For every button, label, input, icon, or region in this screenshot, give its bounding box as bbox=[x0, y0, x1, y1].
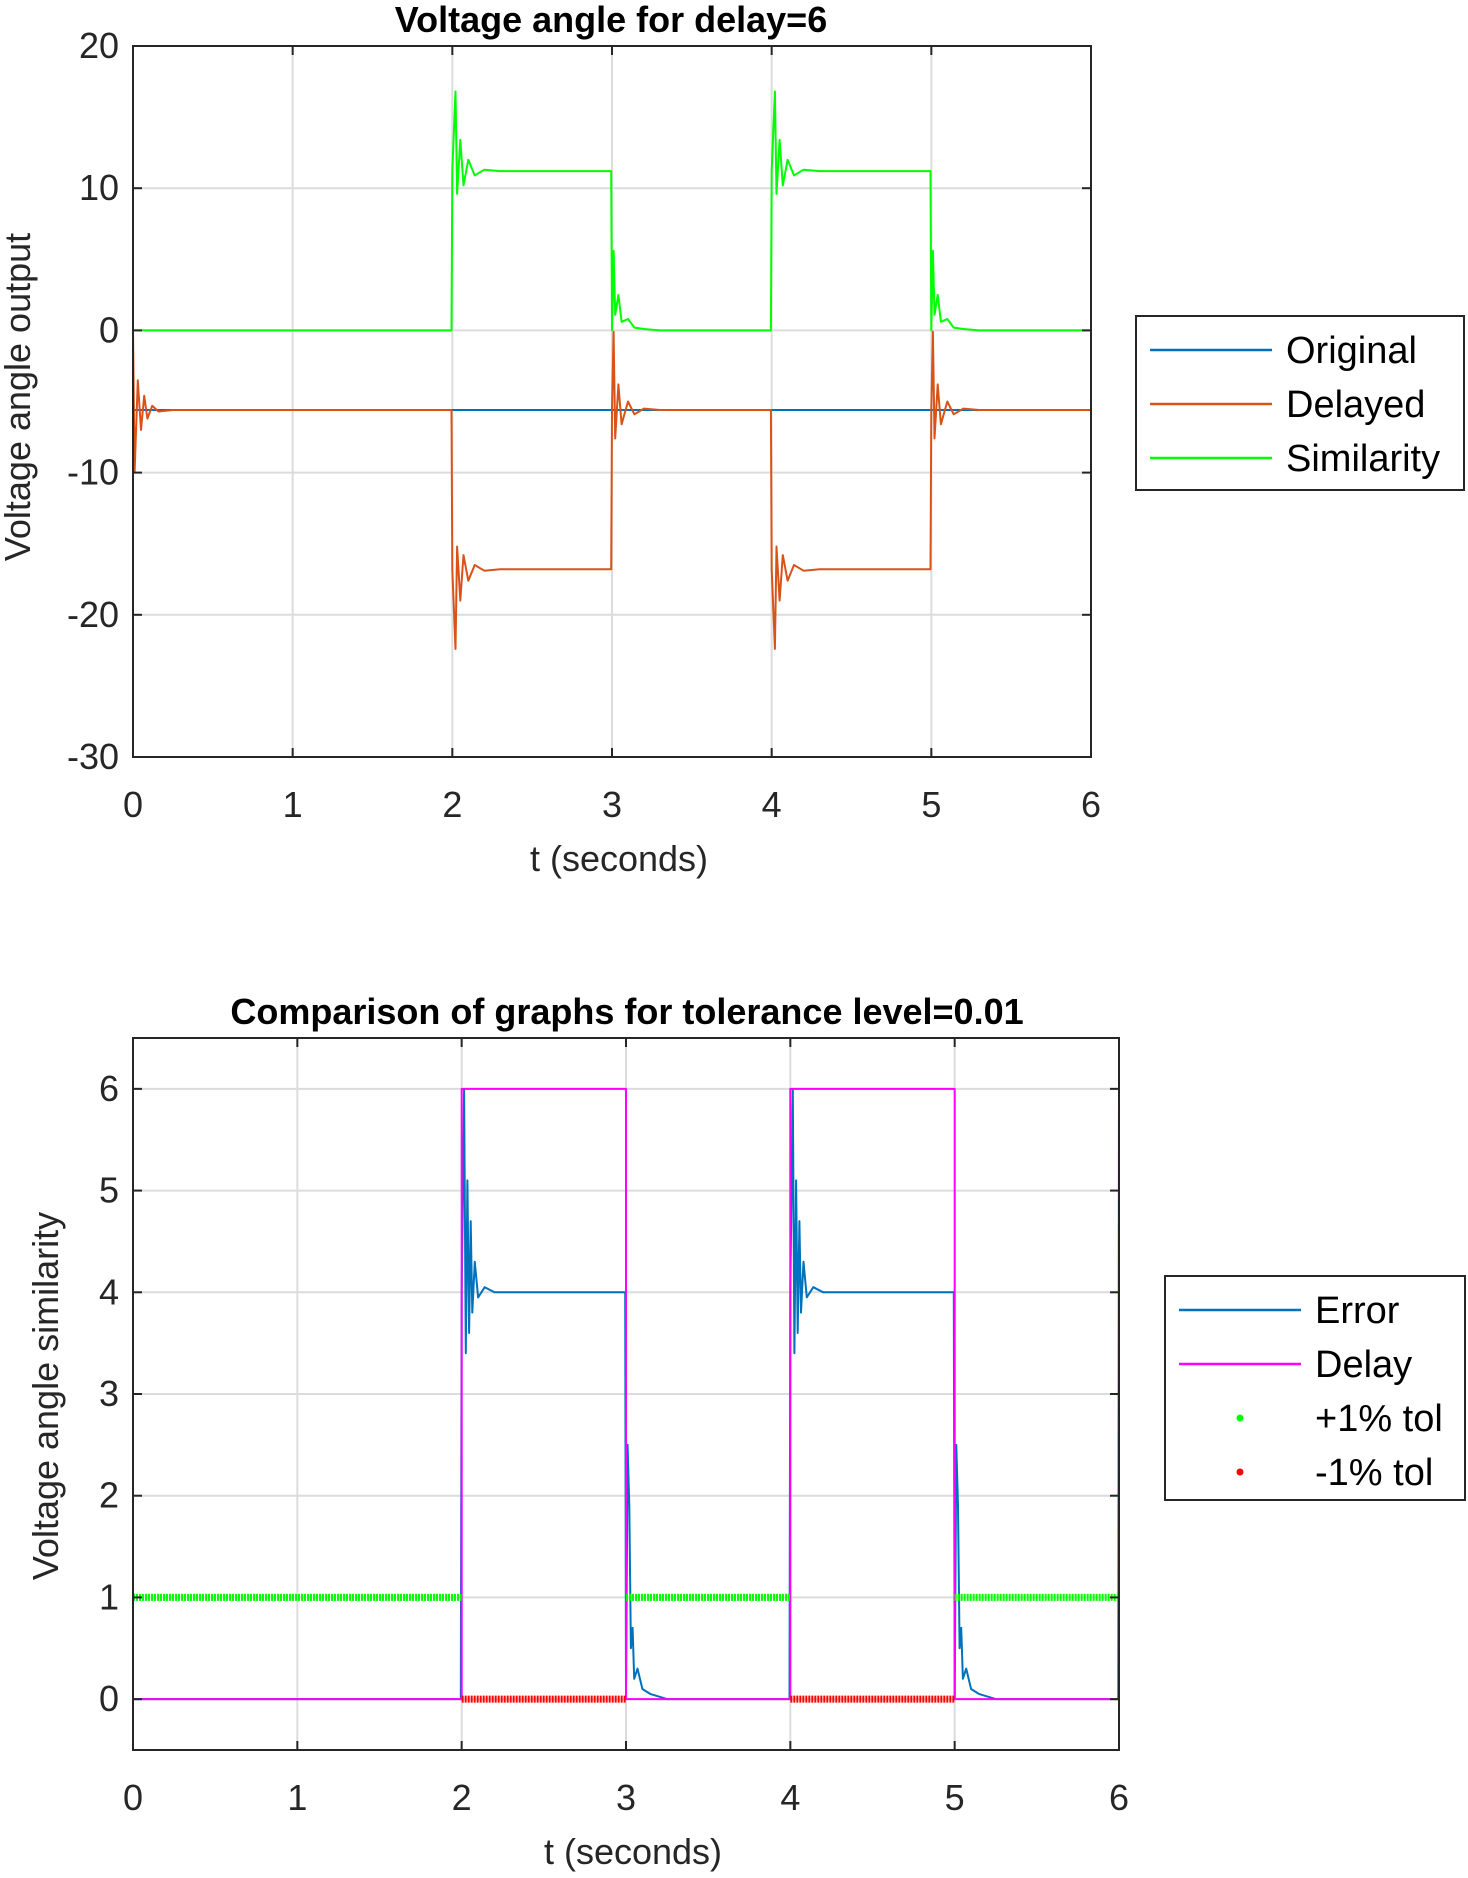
y-tick-label: 1 bbox=[99, 1576, 119, 1617]
legend: Original Delayed Similarity bbox=[1135, 315, 1465, 491]
axes bbox=[132, 45, 1092, 758]
x-tick-label: 2 bbox=[452, 1777, 472, 1818]
y-tick-label: 3 bbox=[99, 1373, 119, 1414]
y-tick-label: 0 bbox=[99, 1678, 119, 1719]
x-tick-label: 5 bbox=[921, 784, 941, 825]
legend-label-delay: Delay bbox=[1315, 1344, 1412, 1386]
x-tick-label: 0 bbox=[123, 784, 143, 825]
legend-label-similarity: Similarity bbox=[1286, 438, 1440, 480]
series-delay-line bbox=[133, 1087, 1120, 1701]
y-tick-label: -20 bbox=[67, 594, 119, 635]
y-tick-label: 2 bbox=[99, 1475, 119, 1516]
x-tick-label: 5 bbox=[945, 1777, 965, 1818]
x-tick-label: 2 bbox=[442, 784, 462, 825]
y-tick-label: 5 bbox=[99, 1170, 119, 1211]
y-tick-labels: -30 -20 -10 0 10 20 bbox=[67, 25, 119, 777]
x-tick-label: 4 bbox=[780, 1777, 800, 1818]
axes bbox=[132, 1037, 1120, 1751]
x-axis-label: t (seconds) bbox=[530, 838, 708, 879]
x-tick-label: 6 bbox=[1081, 784, 1101, 825]
plot-lines bbox=[132, 90, 1091, 650]
x-tick-label: 6 bbox=[1109, 1777, 1129, 1818]
x-tick-labels: 0 1 2 3 4 5 6 bbox=[123, 784, 1101, 825]
y-tick-label: 6 bbox=[99, 1068, 119, 1109]
legend-label-1-tol: +1% tol bbox=[1315, 1398, 1443, 1440]
y-tick-label: 10 bbox=[79, 167, 119, 208]
legend-label-delayed: Delayed bbox=[1286, 384, 1425, 426]
chart-voltage-angle: Voltage angle for delay=6 0 1 2 3 4 5 6 -30 -20… bbox=[0, 0, 1465, 879]
x-tick-label: 3 bbox=[616, 1777, 636, 1818]
plot-lines bbox=[133, 1087, 1120, 1703]
x-tick-label: 3 bbox=[602, 784, 622, 825]
y-axis-label: Voltage angle output bbox=[0, 233, 38, 561]
legend: Error Delay +1% tol -1% tol bbox=[1164, 1275, 1466, 1501]
legend-swatch-1-tol bbox=[1236, 1414, 1244, 1422]
x-tick-label: 4 bbox=[762, 784, 782, 825]
y-tick-label: -10 bbox=[67, 452, 119, 493]
chart-comparison: Comparison of graphs for tolerance level… bbox=[25, 991, 1466, 1872]
series-similarity-line bbox=[133, 90, 1091, 332]
y-axis-label: Voltage angle similarity bbox=[25, 1212, 66, 1580]
series-delayed-line bbox=[132, 330, 1091, 650]
x-tick-label: 0 bbox=[123, 1777, 143, 1818]
legend-label-1-tol: -1% tol bbox=[1315, 1452, 1433, 1494]
y-tick-label: 4 bbox=[99, 1271, 119, 1312]
legend-swatch-1-tol bbox=[1236, 1468, 1244, 1476]
y-tick-label: -30 bbox=[67, 736, 119, 777]
legend-label-original: Original bbox=[1286, 330, 1417, 372]
y-tick-label: 0 bbox=[99, 309, 119, 350]
x-tick-label: 1 bbox=[283, 784, 303, 825]
y-tick-labels: 0 1 2 3 4 5 6 bbox=[99, 1068, 119, 1719]
chart-title: Voltage angle for delay=6 bbox=[395, 0, 827, 40]
x-tick-labels: 0 1 2 3 4 5 6 bbox=[123, 1777, 1129, 1818]
x-axis-label: t (seconds) bbox=[544, 1831, 722, 1872]
chart-title: Comparison of graphs for tolerance level… bbox=[230, 991, 1023, 1032]
x-tick-label: 1 bbox=[287, 1777, 307, 1818]
legend-label-error: Error bbox=[1315, 1290, 1400, 1332]
legend-box bbox=[1164, 1275, 1466, 1501]
y-tick-label: 20 bbox=[79, 25, 119, 66]
